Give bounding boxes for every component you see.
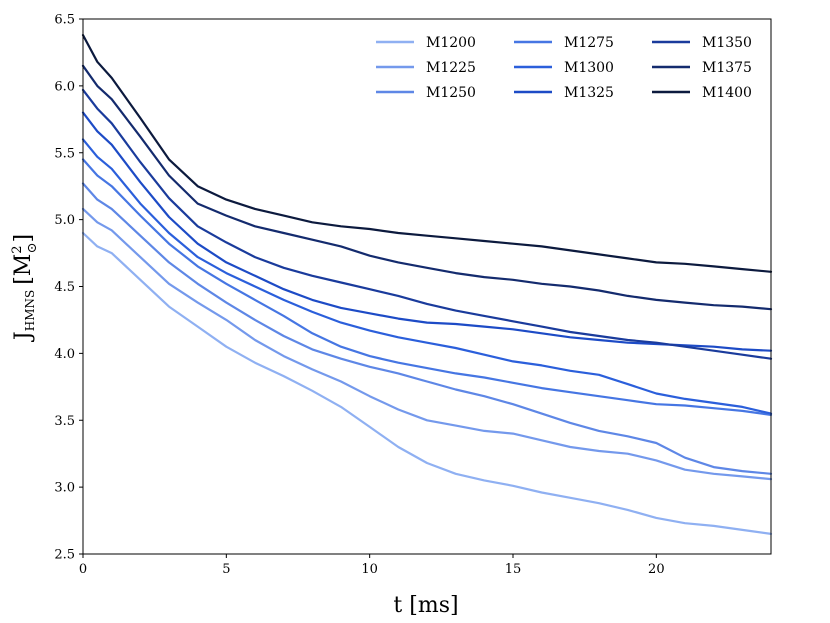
series-line-m1350: [81, 88, 773, 360]
series-layer: [81, 34, 773, 535]
y-tick-label: 4.5: [54, 280, 75, 295]
x-tick-label: 15: [505, 562, 522, 577]
series-line-m1225: [81, 207, 773, 481]
legend: M1200 M1225 M1250 M1275 M1300 M1325 M1350 M1375…: [376, 35, 752, 101]
y-axis-label-unit: [M: [11, 254, 36, 285]
series-line-m1375: [81, 64, 773, 311]
tick-layer: 0 5 10 15 20 2.5 3.0 3.5 4.0 4.5 5.0 5.5 6.0 6.5: [54, 13, 664, 578]
y-tick-label: 6.0: [54, 79, 75, 94]
legend-label-m1250: M1250: [426, 85, 476, 101]
legend-label-m1350: M1350: [702, 35, 752, 51]
series-line-m1275: [81, 158, 773, 416]
y-tick-label: 5.5: [54, 146, 75, 161]
x-tick-label: 5: [222, 562, 230, 577]
series-line-m1200: [81, 231, 773, 535]
legend-label-m1200: M1200: [426, 35, 476, 51]
y-axis-label-unit-close: ]: [11, 234, 36, 243]
y-axis-label-unit-sub: ⊙: [25, 242, 40, 253]
y-tick-label: 3.0: [54, 481, 75, 496]
x-tick-label: 10: [361, 562, 378, 577]
y-axis-label-unit-sup: 2: [10, 245, 25, 253]
series-line-m1250: [81, 182, 773, 475]
y-tick-label: 6.5: [54, 13, 75, 28]
y-axis-label-main: J: [11, 331, 36, 342]
x-tick-label: 0: [79, 562, 87, 577]
legend-label-m1275: M1275: [564, 35, 614, 51]
y-axis-label: JHMNS [M2⊙]: [10, 234, 40, 342]
series-line-m1300: [81, 138, 773, 415]
x-tick-label: 20: [648, 562, 665, 577]
legend-label-m1225: M1225: [426, 60, 476, 76]
y-tick-label: 3.5: [54, 414, 75, 429]
y-tick-label: 5.0: [54, 213, 75, 228]
legend-label-m1300: M1300: [564, 60, 614, 76]
legend-label-m1400: M1400: [702, 85, 752, 101]
series-line-m1325: [81, 111, 773, 352]
y-tick-label: 4.0: [54, 347, 75, 362]
series-line-m1400: [81, 34, 773, 273]
y-tick-label: 2.5: [54, 548, 75, 563]
legend-label-m1325: M1325: [564, 85, 614, 101]
x-axis-label: t [ms]: [393, 593, 458, 618]
legend-label-m1375: M1375: [702, 60, 752, 76]
y-axis-label-sub: HMNS: [23, 290, 37, 331]
